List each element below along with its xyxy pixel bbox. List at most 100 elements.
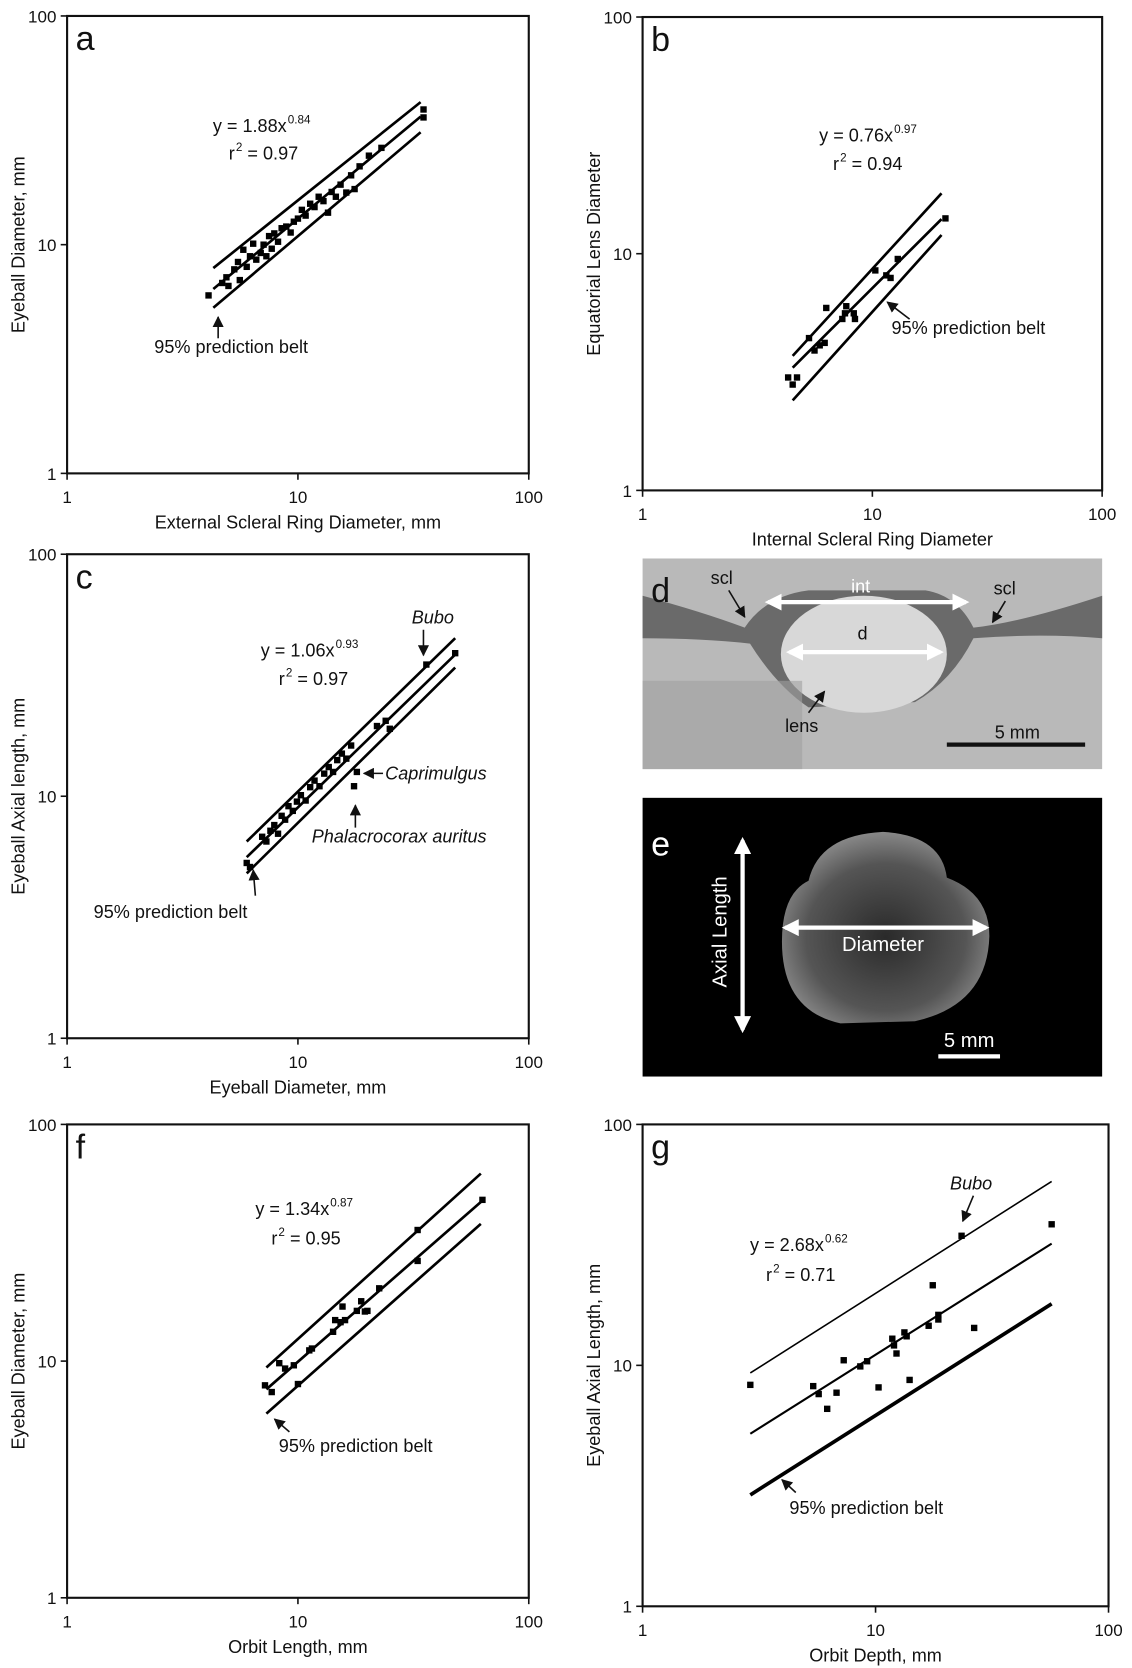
x-tick-label: 100 [515, 488, 543, 507]
data-point [1048, 1221, 1055, 1228]
y-tick-label: 10 [38, 236, 57, 255]
panel-letter: c [76, 558, 93, 596]
photo-label: 5 mm [995, 722, 1040, 742]
data-point [329, 768, 337, 776]
data-point [890, 1342, 898, 1349]
data-point [816, 342, 823, 349]
data-point [263, 838, 270, 845]
chart-f: 1 10 100 1 10 100 Orbit Length, mm Eyeball Diam… [9, 1116, 543, 1657]
data-point [382, 717, 389, 724]
data-point [343, 189, 350, 196]
data-point [339, 1303, 346, 1310]
data-point [293, 798, 301, 805]
r2-symbol: r [833, 154, 839, 174]
annotation: 95% prediction belt [789, 1498, 943, 1518]
data-point [281, 816, 289, 823]
fit-line [265, 1172, 482, 1369]
data-point [815, 1390, 822, 1398]
y-tick-label: 10 [613, 245, 632, 264]
data-point [234, 258, 242, 266]
x-tick-label: 100 [1088, 505, 1116, 524]
x-tick-label: 1 [62, 488, 71, 507]
x-tick-label: 1 [638, 1621, 647, 1640]
fit-line [212, 131, 422, 309]
data-point [350, 783, 358, 790]
r2-value: = 0.95 [285, 1229, 341, 1249]
annotation: Bubo [412, 607, 454, 627]
y-axis-label: Eyeball Axial length, mm [9, 698, 29, 895]
data-point [281, 1365, 289, 1372]
data-point [290, 1362, 298, 1369]
data-point [261, 1382, 269, 1389]
y-tick-label: 1 [622, 482, 631, 501]
chart-c: 1 10 100 1 10 100 Eyeball Diameter, mm Eyeball … [9, 546, 543, 1098]
data-point [386, 725, 393, 732]
photo-label: Diameter [842, 934, 924, 956]
data-point [341, 1316, 349, 1324]
x-tick-label: 10 [288, 488, 307, 507]
equation-exponent: 0.87 [330, 1196, 353, 1209]
data-point [414, 1257, 421, 1265]
data-point [276, 1359, 283, 1367]
data-point [246, 863, 254, 871]
equation: y = 0.76x [819, 125, 893, 145]
data-point [358, 1298, 365, 1305]
annotation-arrow [781, 1478, 797, 1494]
r2-superscript: 2 [286, 667, 293, 680]
data-point [821, 339, 828, 347]
data-point [267, 827, 274, 834]
r2-value: = 0.97 [242, 144, 298, 164]
chart-g: 1 10 100 1 10 100 Orbit Depth, mm Eyeball Axial… [584, 1116, 1123, 1666]
photo-label: scl [711, 568, 733, 588]
y-tick-label: 10 [38, 1352, 57, 1371]
data-point [306, 200, 314, 207]
r2-value: = 0.97 [292, 669, 348, 689]
x-tick-label: 1 [638, 505, 647, 524]
data-point [353, 768, 361, 776]
x-axis-label: Internal Scleral Ring Diameter [752, 530, 993, 550]
data-point [805, 334, 813, 342]
x-axis-label: Eyeball Diameter, mm [210, 1078, 387, 1098]
y-tick-label: 100 [28, 7, 56, 26]
arrow [728, 589, 746, 618]
data-point [243, 859, 250, 867]
data-point [290, 218, 298, 225]
y-tick-label: 100 [28, 546, 56, 565]
data-point [337, 181, 344, 188]
arrow [807, 690, 826, 714]
data-point [935, 1316, 942, 1323]
photo-label: Axial Length [710, 876, 732, 987]
panel-letter: f [76, 1128, 86, 1166]
data-point [347, 172, 355, 179]
photo-label: lens [785, 716, 818, 736]
data-point [219, 279, 226, 287]
data-point [263, 253, 270, 260]
equation: y = 1.88x [213, 116, 287, 136]
data-point [297, 791, 305, 799]
panel-letter: g [651, 1128, 670, 1166]
data-point [810, 1382, 817, 1390]
data-point [289, 807, 296, 815]
data-point [287, 229, 294, 236]
data-point [823, 304, 830, 312]
data-point [311, 203, 318, 211]
data-point [843, 303, 850, 310]
data-point [260, 241, 267, 248]
data-point [373, 722, 381, 730]
equation: y = 1.34x [255, 1199, 329, 1219]
y-axis-label: Eyeball Diameter, mm [9, 1273, 29, 1450]
r2-superscript: 2 [773, 1262, 780, 1275]
annotation: 95% prediction belt [94, 902, 248, 922]
data-point [872, 267, 879, 274]
x-axis-label: Orbit Depth, mm [809, 1646, 942, 1666]
data-point [351, 185, 358, 193]
equation: y = 2.68x [750, 1235, 824, 1255]
data-point [901, 1329, 908, 1336]
photo-label: scl [994, 579, 1016, 599]
plot-frame [641, 1123, 1110, 1608]
data-point [353, 1307, 361, 1315]
data-point [294, 1380, 302, 1388]
x-tick-label: 1 [62, 1053, 71, 1072]
data-point [249, 240, 257, 247]
